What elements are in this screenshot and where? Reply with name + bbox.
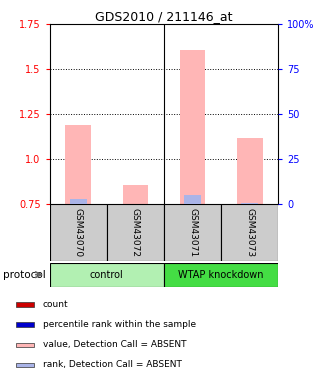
- Text: value, Detection Call = ABSENT: value, Detection Call = ABSENT: [43, 340, 186, 349]
- Text: count: count: [43, 300, 68, 309]
- Bar: [70, 199, 87, 204]
- Text: GSM43071: GSM43071: [188, 208, 197, 257]
- Bar: [221, 204, 278, 261]
- Bar: [16, 363, 34, 367]
- Bar: [16, 342, 34, 347]
- Bar: [123, 184, 148, 204]
- Bar: [164, 262, 278, 287]
- Bar: [127, 204, 144, 206]
- Bar: [241, 202, 258, 204]
- Bar: [184, 195, 201, 204]
- Text: GSM43073: GSM43073: [245, 208, 254, 257]
- Bar: [164, 204, 221, 261]
- Text: rank, Detection Call = ABSENT: rank, Detection Call = ABSENT: [43, 360, 182, 369]
- Text: percentile rank within the sample: percentile rank within the sample: [43, 320, 196, 329]
- Bar: [50, 204, 107, 261]
- Bar: [107, 204, 164, 261]
- Text: protocol: protocol: [3, 270, 46, 280]
- Bar: [237, 138, 263, 204]
- Bar: [50, 262, 164, 287]
- Text: GSM43070: GSM43070: [74, 208, 83, 257]
- Title: GDS2010 / 211146_at: GDS2010 / 211146_at: [95, 10, 233, 23]
- Bar: [180, 50, 205, 204]
- Text: WTAP knockdown: WTAP knockdown: [179, 270, 264, 280]
- Bar: [16, 302, 34, 307]
- Bar: [65, 125, 91, 204]
- Text: GSM43072: GSM43072: [131, 208, 140, 257]
- Bar: [16, 322, 34, 327]
- Text: control: control: [90, 270, 124, 280]
